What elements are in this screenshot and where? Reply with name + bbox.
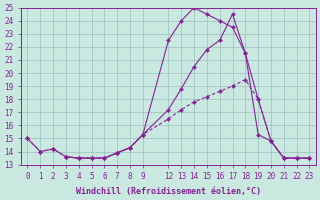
X-axis label: Windchill (Refroidissement éolien,°C): Windchill (Refroidissement éolien,°C) [76,187,261,196]
